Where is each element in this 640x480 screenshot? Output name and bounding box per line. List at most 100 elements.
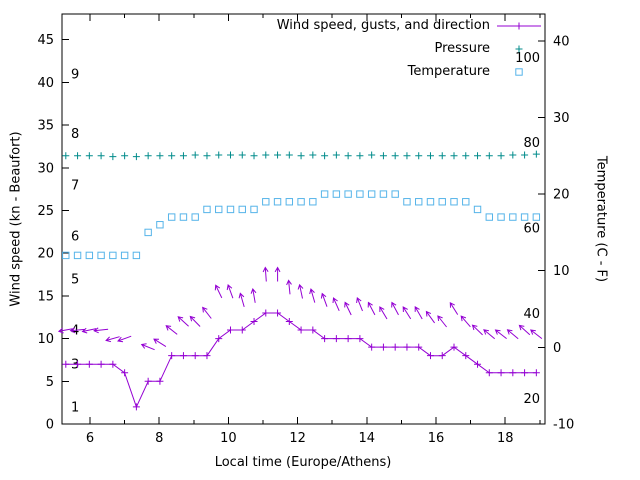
wind-speed-point: [262, 309, 270, 317]
fahrenheit-scale-labels: 20 40 60 80 100: [515, 51, 540, 407]
y-right-tick-label: -10: [553, 418, 574, 433]
beaufort-label: 3: [71, 358, 79, 373]
wind-speed-point: [285, 318, 293, 325]
temperature-point: [450, 198, 458, 206]
wind-speed-point: [168, 352, 176, 360]
plot-border: [61, 13, 546, 425]
wind-speed-point: [485, 369, 493, 377]
temperature-point: [226, 205, 235, 214]
wind-speed-point: [415, 343, 423, 351]
pressure-point: [497, 152, 505, 160]
wind-direction-arrow: [262, 266, 269, 282]
beaufort-label: 5: [71, 272, 79, 287]
wind-direction-arrow: [344, 301, 352, 316]
pressure-point: [168, 152, 176, 160]
pressure-point: [368, 151, 376, 159]
wind-speed-point: [226, 326, 234, 334]
wind-speed-point: [474, 360, 482, 368]
temperature-point: [238, 205, 246, 214]
temperature-point: [309, 198, 317, 206]
fahrenheit-label: 80: [523, 136, 540, 151]
wind-speed-point: [191, 352, 199, 360]
y-left-tick-label: 5: [46, 375, 54, 390]
pressure-point: [438, 152, 446, 160]
pressure-point: [179, 152, 187, 160]
temperature-point: [403, 198, 411, 206]
fahrenheit-label: 60: [523, 221, 540, 236]
temperature-point: [73, 251, 82, 260]
temperature-point: [344, 190, 352, 198]
y-left-tick-label: 30: [37, 161, 54, 176]
pressure-point: [132, 153, 140, 161]
temperature-point: [497, 213, 505, 221]
wind-direction-arrow: [202, 306, 212, 319]
beaufort-scale-labels: 1 3 4 5 6 7 8 9: [71, 67, 79, 415]
wind-direction-arrow: [518, 324, 531, 336]
wind-speed-point: [426, 352, 434, 360]
pressure-point: [462, 152, 470, 160]
wind-speed-point: [532, 369, 540, 377]
wind-direction-arrow: [57, 327, 73, 334]
legend-samples: [497, 22, 541, 76]
y-right-tick-label: 30: [553, 111, 570, 126]
pressure-point: [332, 151, 340, 159]
wind-speed-point: [121, 369, 129, 377]
wind-direction-arrow: [460, 315, 471, 328]
pressure-point: [532, 150, 540, 158]
pressure-point: [391, 152, 399, 160]
temperature-point: [250, 205, 258, 214]
wind-speed-point: [391, 343, 399, 351]
wind-direction-arrow: [332, 297, 340, 312]
pressure-point: [97, 152, 105, 160]
wind-direction-arrow: [250, 288, 257, 303]
temperature-point: [426, 198, 435, 206]
y-right-axis-ticks: -10 0 10 20 30 40: [538, 34, 574, 433]
temperature-series: [62, 190, 541, 260]
x-tick-label: 14: [359, 431, 376, 446]
wind-speed-point: [321, 335, 329, 343]
wind-direction-arrow: [483, 329, 496, 340]
wind-direction-arrow: [414, 306, 423, 320]
temperature-point: [520, 213, 529, 221]
pressure-point: [250, 152, 258, 160]
temperature-point: [85, 251, 94, 260]
pressure-point: [238, 151, 246, 159]
plot-frame: [61, 13, 546, 425]
wind-direction-arrow: [140, 343, 155, 351]
pressure-point: [285, 151, 293, 159]
beaufort-label: 8: [71, 127, 79, 142]
pressure-point: [426, 152, 434, 160]
pressure-point: [85, 152, 93, 160]
temperature-point: [415, 198, 423, 206]
pressure-point: [156, 152, 164, 160]
wind-speed-point: [438, 352, 446, 360]
temperature-point: [191, 213, 199, 221]
wind-speed-point: [85, 360, 93, 368]
legend-sample-pressure-marker: [515, 45, 523, 53]
pressure-point: [215, 151, 223, 159]
wind-direction-arrow: [297, 283, 304, 299]
wind-direction-arrow: [471, 324, 483, 336]
wind-direction-arrow: [81, 327, 97, 334]
temperature-point: [485, 213, 493, 221]
wind-speed-point: [156, 377, 164, 385]
beaufort-label: 6: [71, 230, 79, 245]
wind-speed-point: [215, 335, 223, 343]
pressure-point: [203, 152, 211, 160]
temperature-point: [109, 251, 117, 260]
temperature-point: [167, 213, 176, 221]
pressure-point: [509, 151, 517, 159]
wind-direction-arrow: [449, 301, 459, 315]
y-left-tick-label: 40: [37, 76, 54, 91]
wind-speed-point: [297, 326, 305, 334]
temperature-point: [285, 198, 294, 206]
pressure-point: [485, 152, 493, 160]
pressure-point: [62, 152, 70, 160]
legend-entry-pressure: Pressure: [434, 41, 490, 56]
wind-direction-arrow: [356, 296, 363, 312]
pressure-point: [274, 151, 282, 159]
wind-speed-series: [62, 309, 540, 411]
wind-direction-arrow: [506, 329, 519, 340]
